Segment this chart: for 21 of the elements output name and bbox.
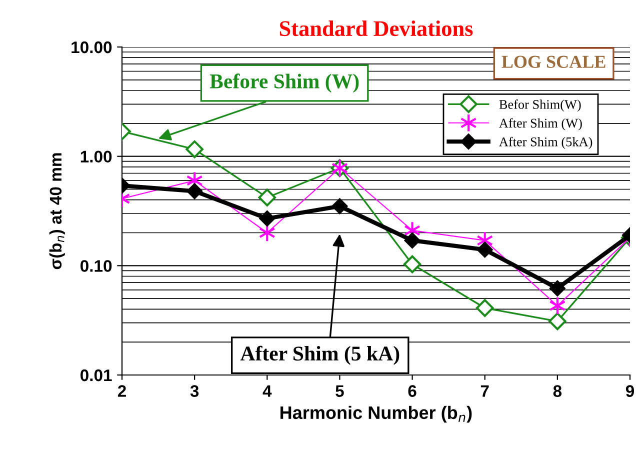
annotation: After Shim (5 kA) [240, 346, 400, 365]
x-tick-label: 2 [118, 385, 126, 397]
x-tick-label: 5 [336, 385, 344, 397]
x-tick-label: 3 [190, 385, 199, 397]
x-tick-label: 8 [553, 385, 562, 397]
x-tick-label: 6 [408, 385, 416, 397]
x-tick-label: 9 [626, 385, 634, 397]
legend-label: After Shim (5kA) [499, 136, 592, 150]
annotation: Before Shim (W) [210, 74, 359, 93]
annotation: LOG SCALE [502, 56, 606, 68]
legend-label: After Shim (W) [499, 118, 582, 130]
x-axis-title: Harmonic Number (b$_{n}$) [280, 406, 472, 423]
y-tick-label: 0.01 [80, 369, 112, 382]
y-axis-title: σ(b$_{n}$) at 40 mm [49, 153, 65, 270]
legend-label: Befor Shim(W) [499, 100, 581, 112]
y-tick-label: 0.10 [80, 260, 112, 272]
chart-title: Standard Deviations [280, 20, 473, 36]
y-tick-label: 10.00 [72, 41, 112, 54]
x-tick-label: 4 [262, 385, 272, 397]
y-tick-label: 1.00 [80, 150, 112, 163]
x-tick-label: 7 [480, 385, 489, 397]
